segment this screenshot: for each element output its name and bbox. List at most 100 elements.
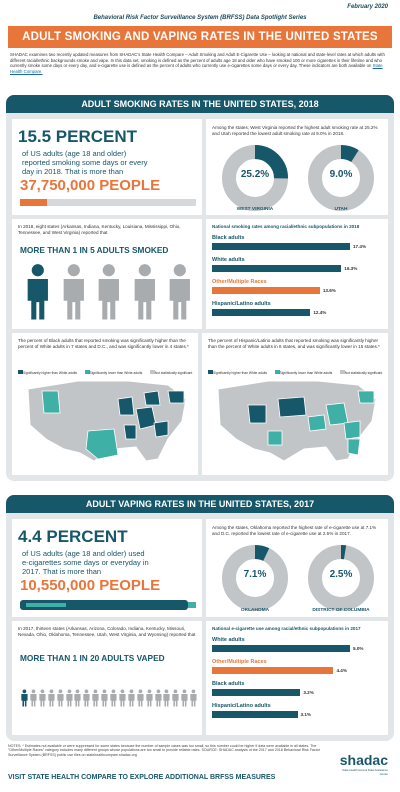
race-bar	[212, 667, 334, 674]
main-title-bar: ADULT SMOKING AND VAPING RATES IN THE UN…	[8, 26, 392, 48]
person-icon	[172, 689, 179, 707]
vaping-band: ADULT VAPING RATES IN THE UNITED STATES,…	[6, 495, 394, 513]
donut-arc	[222, 545, 288, 611]
race-bar-label: Black adults	[212, 681, 245, 687]
donut-arc	[222, 145, 288, 211]
race-bar-value: 17.4%	[353, 244, 367, 249]
smoking-band: ADULT SMOKING RATES IN THE UNITED STATES…	[6, 95, 394, 113]
donut-wv-label: WEST VIRGINIA	[236, 207, 274, 212]
smoking-race-title: National smoking rates among racial/ethn…	[212, 224, 360, 229]
vaping-race-chart: White adults 5.0% Other/Multiple Races 4.4%…	[212, 637, 384, 733]
race-bar-label: Other/Multiple Races	[212, 279, 267, 285]
smoking-bar-fill	[20, 199, 48, 206]
logo-sub: State Health Access Data Assistance Cent…	[342, 768, 388, 776]
vaping-people-icons	[20, 669, 198, 729]
race-bar-label: Other/Multiple Races	[212, 659, 267, 665]
person-icon	[30, 689, 37, 707]
donut-dc	[308, 545, 374, 611]
map-black-card: The percent of Black adults that reporte…	[12, 333, 198, 475]
race-bar-value: 3.1%	[300, 712, 312, 717]
smoking-race-card: National smoking rates among racial/ethn…	[206, 219, 388, 329]
smoking-bar-bg	[20, 199, 196, 206]
state-health-compare-link[interactable]: State Health Compare.	[10, 63, 383, 74]
vaping-band-title: ADULT VAPING RATES IN THE UNITED STATES,…	[85, 499, 315, 509]
smoking-states-text: Among the states, West Virginia reported…	[212, 125, 378, 136]
legend-lower: Significantly lower than White adults	[89, 371, 143, 375]
donut-dc-value: 2.5%	[329, 569, 353, 580]
map-hispanic-legend: Significantly higher than White adults S…	[208, 361, 384, 379]
person-icon	[56, 689, 64, 707]
smoking-band-title: ADULT SMOKING RATES IN THE UNITED STATES…	[81, 99, 319, 109]
vaping-sub: of US adults (age 18 and older) used e-c…	[22, 549, 149, 576]
cta-link[interactable]: VISIT STATE HEALTH COMPARE TO EXPLORE AD…	[8, 774, 276, 781]
smoking-states-card: Among the states, West Virginia reported…	[206, 119, 388, 215]
person-icon	[128, 689, 135, 707]
race-bar-value: 16.3%	[344, 266, 358, 271]
us-map-black	[27, 380, 187, 462]
person-icon	[137, 689, 144, 707]
legend-higher: Significantly higher than White adults	[23, 371, 78, 375]
donut-ut-value: 9.0%	[329, 169, 353, 180]
donut-arc	[308, 545, 374, 611]
footer-notes: NOTES: * Estimates not available or were…	[8, 744, 320, 757]
intro-paragraph: SHADAC examines two recently updated mea…	[10, 52, 390, 74]
person-icon	[98, 264, 120, 320]
person-icon	[145, 689, 153, 707]
person-icon	[65, 689, 73, 707]
race-bar	[212, 711, 298, 718]
person-icon	[74, 689, 81, 707]
person-icon	[134, 264, 155, 320]
race-bar	[212, 287, 320, 294]
race-bar	[212, 309, 311, 316]
vaping-panel: ADULT VAPING RATES IN THE UNITED STATES,…	[6, 495, 394, 741]
report-date: February 2020	[347, 4, 388, 10]
us-map-hispanic	[217, 380, 377, 462]
person-icon	[83, 689, 90, 707]
person-icon	[101, 689, 108, 707]
race-bar-value: 4.4%	[336, 668, 347, 673]
race-bar-value: 12.4%	[313, 310, 327, 315]
smoking-people: 37,750,000 PEOPLE	[20, 177, 161, 194]
donut-ok-value: 7.1%	[243, 569, 267, 580]
person-icon	[92, 689, 99, 707]
person-icon	[181, 689, 188, 707]
series-title: Behavioral Risk Factor Surveillance Syst…	[93, 15, 307, 21]
smoking-sub: of US adults (age 18 and older) reported…	[22, 149, 148, 176]
vaping-race-card: National e-cigarette use among racial/et…	[206, 621, 388, 735]
legend2-ns: Not statistically significant	[344, 371, 383, 375]
smoking-panel: ADULT SMOKING RATES IN THE UNITED STATES…	[6, 95, 394, 481]
person-icon	[27, 264, 48, 320]
person-icon	[39, 689, 46, 707]
vaping-people-card: In 2017, thirteen states (Arkansas, Ariz…	[12, 621, 202, 735]
smoking-headline-card: 15.5 PERCENT of US adults (age 18 and ol…	[12, 119, 202, 215]
person-icon	[119, 689, 126, 707]
person-icon	[163, 689, 170, 707]
legend-ns: Not statistically significant	[154, 371, 193, 375]
e-cigarette-icon	[20, 600, 196, 610]
map-hispanic-card: The percent of Hispanic/Latino adults th…	[202, 333, 388, 475]
race-bar-label: White adults	[212, 257, 245, 263]
vaping-headline: 4.4 PERCENT	[18, 527, 128, 546]
donut-west-virginia	[222, 145, 288, 211]
map-black-legend: Significantly higher than White adults S…	[18, 361, 194, 379]
donut-wv-value: 25.2%	[240, 169, 270, 180]
map-black-text: The percent of Black adults that reporte…	[18, 338, 189, 349]
eight-states-text: In 2018, eight states (Arkansas, Indiana…	[18, 224, 181, 235]
vaping-race-title: National e-cigarette use among racial/et…	[212, 626, 361, 631]
race-bar-value: 5.0%	[353, 646, 364, 651]
race-bar	[212, 243, 350, 250]
person-icon	[154, 689, 162, 707]
donut-oklahoma	[222, 545, 288, 611]
race-bar-value: 13.6%	[322, 288, 336, 293]
vaping-people: 10,550,000 PEOPLE	[20, 577, 161, 594]
donut-utah	[308, 145, 374, 211]
person-icon	[110, 689, 117, 707]
vaping-states-card: Among the states, Oklahoma reported the …	[206, 519, 388, 617]
donut-arc	[308, 145, 374, 211]
smoking-people-card: In 2018, eight states (Arkansas, Indiana…	[12, 219, 202, 329]
smoking-race-chart: Black adults 17.4% White adults 16.3% Other/…	[212, 235, 384, 327]
one-in-twenty: MORE THAN 1 IN 20 ADULTS VAPED	[20, 653, 165, 663]
race-bar-label: Black adults	[212, 235, 245, 241]
person-icon	[48, 689, 55, 707]
smoking-headline: 15.5 PERCENT	[18, 127, 138, 146]
